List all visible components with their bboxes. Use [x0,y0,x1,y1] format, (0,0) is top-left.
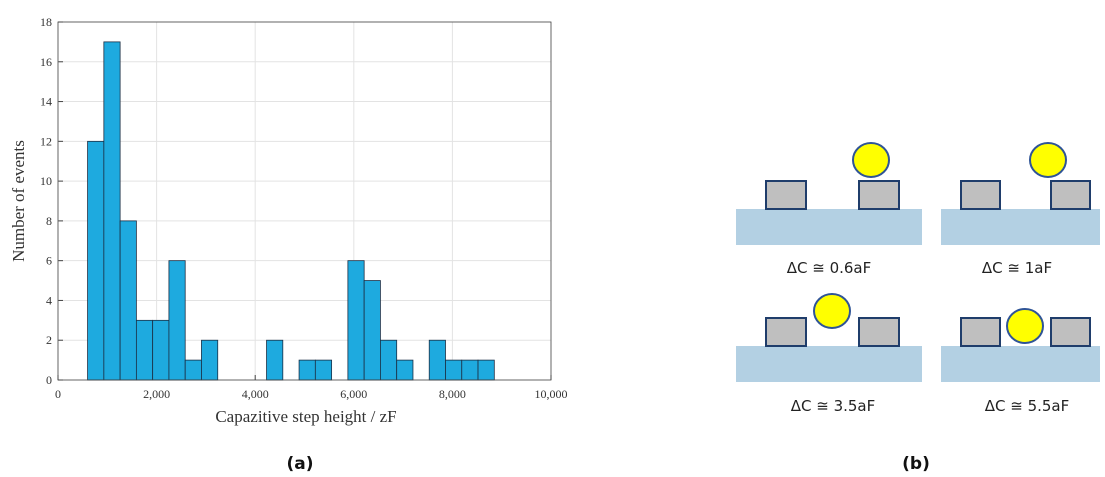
substrate [736,209,922,245]
panel-label: (b) [902,454,930,474]
particle [853,143,889,177]
particle [1030,143,1066,177]
bar [169,261,185,380]
x-axis-label: Capazitive step height / zF [215,407,396,426]
y-tick-label: 12 [40,134,52,148]
diagram-panel: ΔC ≅ 5.5aF [941,309,1100,415]
electrode [1051,181,1090,209]
electrode [766,318,806,346]
figure: 0 2 4 6 8 10 12 14 16 18 0 2,000 4,000 6,000 8,000 10,0… [0,0,1105,477]
bar [429,340,445,380]
bar [120,221,136,380]
bar [364,281,380,380]
y-tick-label: 16 [40,55,52,69]
bar [104,42,120,380]
panel-label: (a) [286,454,313,474]
substrate [736,346,922,382]
y-tick-label: 18 [40,15,52,29]
capacitance-label: ΔC ≅ 1aF [982,259,1052,277]
page: {"chart_data": {"type": "histogram", "xl… [0,0,1105,477]
x-tick-label: 8,000 [439,387,466,401]
bar [462,360,478,380]
bar [267,340,283,380]
diagram-panel: ΔC ≅ 0.6aF [736,143,922,277]
diagram-panel: ΔC ≅ 3.5aF [736,294,922,415]
y-tick-label: 10 [40,174,52,188]
y-tick-label: 8 [46,214,52,228]
y-tick-label: 4 [46,293,52,307]
substrate [941,209,1100,245]
bar [185,360,201,380]
bar [136,320,152,380]
electrode [859,181,899,209]
diagram-panel: ΔC ≅ 1aF [941,143,1100,277]
bar [299,360,315,380]
y-axis-label: Number of events [9,140,28,262]
particle [1007,309,1043,343]
bar [380,340,396,380]
bar [88,141,104,380]
y-tick-label: 0 [46,373,52,387]
particle [814,294,850,328]
x-tick-label: 0 [55,387,61,401]
y-tick-label: 6 [46,254,52,268]
electrode [961,181,1000,209]
y-tick-label: 2 [46,333,52,347]
x-tick-label: 4,000 [242,387,269,401]
electrode [961,318,1000,346]
diagram: ΔC ≅ 0.6aF ΔC ≅ 1aF ΔC ≅ 3.5aF ΔC ≅ 5.5a… [736,143,1100,415]
histogram: 0 2 4 6 8 10 12 14 16 18 0 2,000 4,000 6,000 8,000 10,0… [40,15,568,401]
y-tick-label: 14 [40,95,52,109]
bar [201,340,217,380]
bar [153,320,169,380]
bar [315,360,331,380]
capacitance-label: ΔC ≅ 0.6aF [787,259,872,277]
x-tick-label: 2,000 [143,387,170,401]
bar [445,360,461,380]
capacitance-label: ΔC ≅ 5.5aF [985,397,1070,415]
x-tick-label: 6,000 [340,387,367,401]
electrode [766,181,806,209]
x-tick-label: 10,000 [535,387,568,401]
bar [348,261,364,380]
substrate [941,346,1100,382]
electrode [1051,318,1090,346]
electrode [859,318,899,346]
bar [397,360,413,380]
capacitance-label: ΔC ≅ 3.5aF [791,397,876,415]
bar [478,360,494,380]
